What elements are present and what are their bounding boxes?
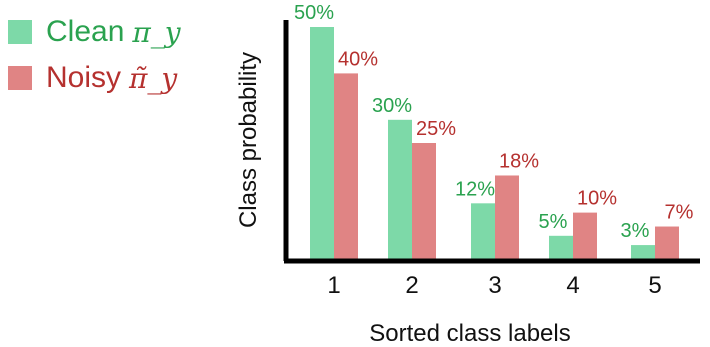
value-label-clean-5: 3% [621,220,650,242]
value-label-noisy-3: 18% [499,150,539,172]
x-tick-label-1: 1 [327,272,340,299]
bar-clean-4 [549,235,573,259]
legend-swatch-noisy [8,66,32,90]
bar-noisy-5 [655,226,679,259]
legend-label-noisy: Noisy [46,61,122,94]
x-tick-label-2: 2 [405,272,418,299]
value-label-clean-3: 12% [455,178,495,200]
legend-item-noisy: Noisy π̃_y [8,58,177,98]
bar-clean-1 [310,27,334,259]
x-tick-label-5: 5 [648,272,661,299]
value-label-noisy-1: 40% [338,48,378,70]
bar-noisy-1 [334,73,358,260]
value-labels-group: 50% 40% 30%25% 12%18% 5% 10%3% 7% [294,2,694,242]
y-axis-label: Class probability [235,52,262,228]
bars-group [310,27,679,260]
bar-noisy-3 [495,175,519,259]
x-tick-label-3: 3 [488,272,501,299]
value-label-clean-2: 30% [372,95,412,117]
legend-item-clean: Clean π_y [8,12,181,52]
bar-clean-2 [388,119,412,259]
legend: Clean π_y Noisy π̃_y [8,6,228,106]
x-axis-label: Sorted class labels [369,320,570,347]
bar-clean-3 [471,203,495,259]
legend-label-clean: Clean [46,15,125,48]
value-label-clean-4: 5% [539,211,568,233]
x-tick-label-4: 4 [566,272,579,299]
value-label-noisy-4: 10% [577,188,617,210]
legend-swatch-clean [8,20,32,44]
bar-noisy-2 [412,143,436,259]
legend-symbol-noisy: π̃_y [129,61,178,95]
value-label-noisy-5: 7% [665,202,694,224]
legend-symbol-clean: π_y [132,15,181,49]
x-tick-labels-group: 1 2 3 4 5 [327,272,661,299]
bar-noisy-4 [573,212,597,259]
bar-clean-5 [631,245,655,259]
value-label-noisy-2: 25% [416,118,456,140]
value-label-clean-1: 50% [294,2,334,24]
